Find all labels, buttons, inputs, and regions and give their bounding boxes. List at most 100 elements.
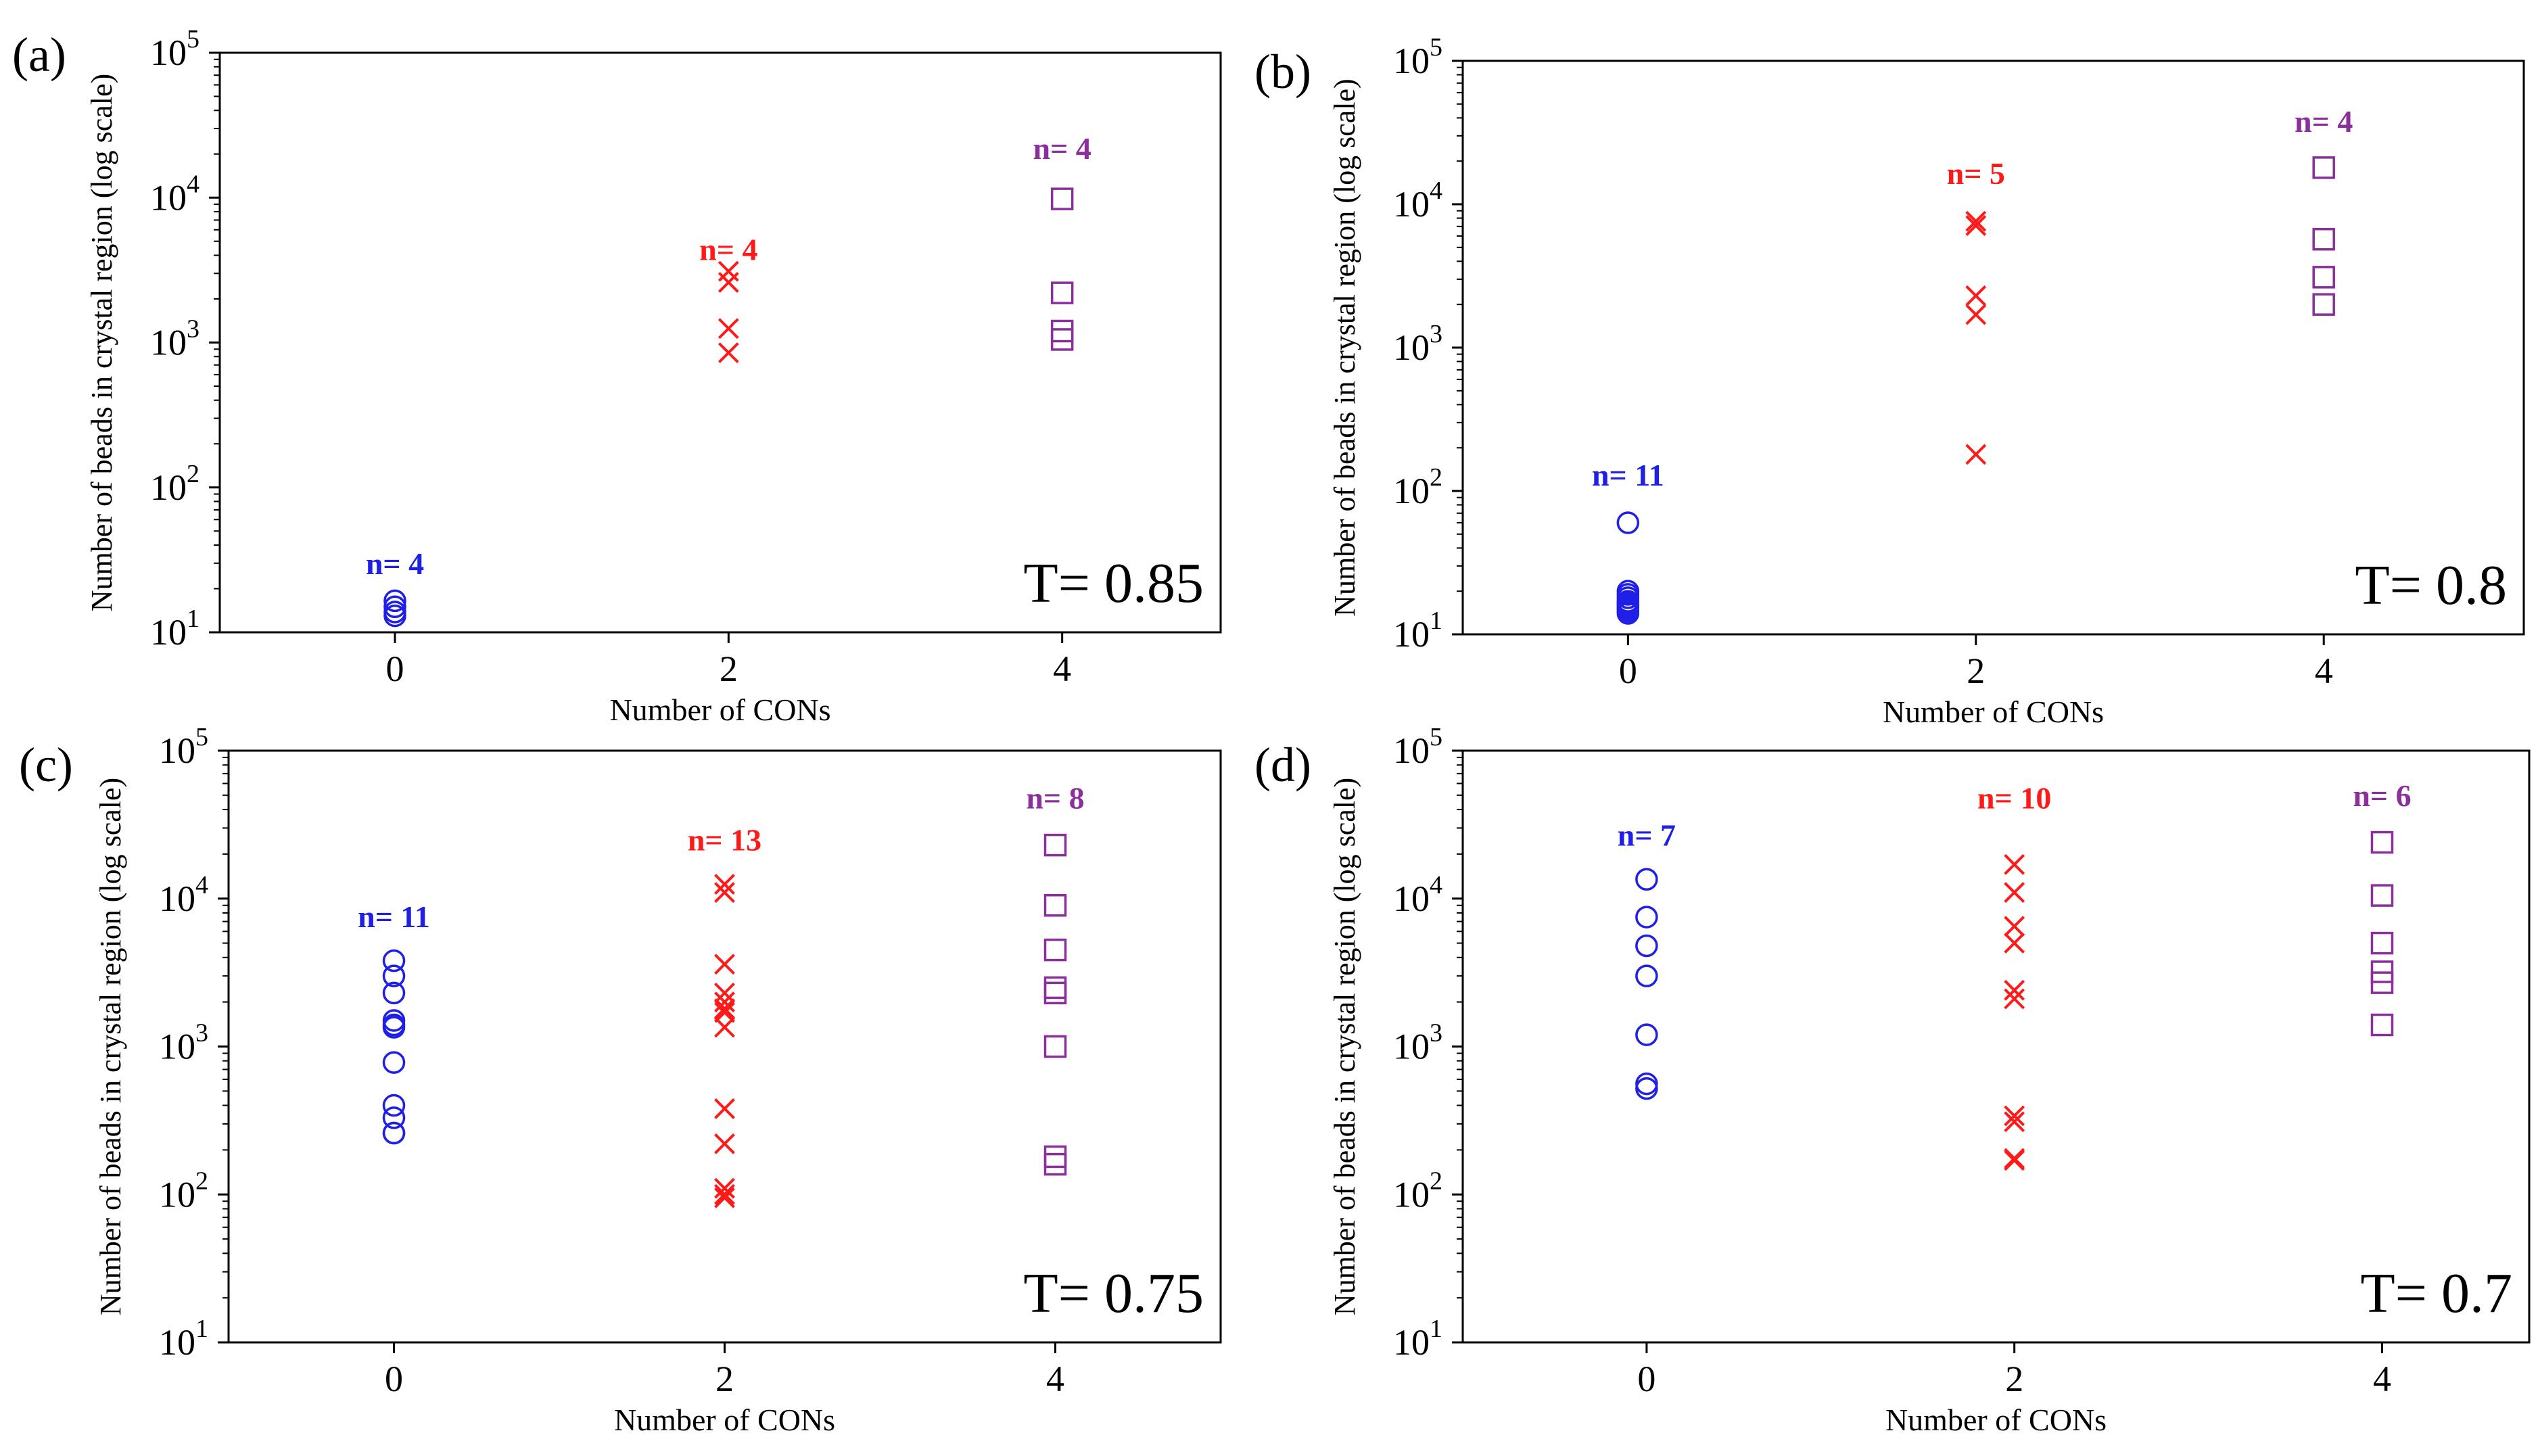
data-point-x-stroke (714, 1098, 735, 1119)
data-point-x-stroke (2004, 979, 2025, 1001)
data-point-circle (382, 964, 406, 987)
y-tick-label: 103 (159, 1019, 208, 1067)
data-point-square (2370, 931, 2394, 955)
data-point-x (2004, 882, 2025, 903)
data-point-square (1043, 894, 1067, 917)
y-tick-label: 101 (1393, 607, 1442, 655)
y-tick-label: 101 (150, 605, 199, 653)
x-tick-label: 0 (386, 649, 404, 689)
x-tick-label: 0 (1619, 651, 1637, 691)
data-point-x-stroke (718, 318, 739, 339)
panel-b: (b) 101 102 103 104 105 0 2 4 Number of CONs Numbe… (1254, 33, 2525, 729)
data-point-x (2004, 853, 2025, 875)
data-point-x (718, 318, 739, 339)
y-tick-label: 101 (1393, 1315, 1442, 1363)
data-point-x (714, 998, 735, 1020)
data-point-square (2312, 156, 2335, 179)
y-tick-label: 103 (1393, 1019, 1442, 1067)
data-point-square (1050, 281, 1074, 304)
panel-c: (c) 101 102 103 104 105 0 2 4 Number of CONs Numbe… (19, 723, 1222, 1437)
y-tick-label: 105 (159, 723, 208, 771)
data-point-circle (383, 604, 406, 628)
y-tick-label: 105 (1393, 33, 1442, 81)
y-tick-label: 102 (150, 460, 199, 508)
y-axis-label: Number of beads in crystal region (log s… (85, 74, 118, 611)
data-point-x (1965, 304, 1987, 325)
data-point-x-stroke (2004, 916, 2025, 937)
x-tick-label: 2 (2005, 1359, 2023, 1399)
data-point-circle (383, 595, 406, 619)
data-point-x-stroke (714, 982, 735, 1004)
data-point-square (1043, 981, 1067, 1005)
x-tick-label: 4 (1046, 1359, 1064, 1399)
y-tick-label: 105 (150, 25, 199, 73)
temperature-annotation: T= 0.75 (1023, 1262, 1204, 1325)
data-point-square (1043, 938, 1067, 962)
data-point-circle (382, 981, 406, 1005)
y-tick-label: 104 (150, 170, 199, 218)
temperature-annotation: T= 0.85 (1023, 552, 1204, 615)
data-point-x (2004, 1150, 2025, 1171)
data-point-square (2370, 971, 2394, 994)
data-point-x (714, 1133, 735, 1154)
panel-label: (b) (1254, 45, 1311, 99)
data-point-x (714, 1187, 735, 1208)
panel-d: (d) 101 102 103 104 105 0 2 4 Number of CONs Numbe… (1254, 723, 2531, 1437)
data-point-x-stroke (2004, 988, 2025, 1010)
x-tick-label: 4 (2373, 1359, 2391, 1399)
temperature-annotation: T= 0.7 (2360, 1262, 2512, 1325)
x-axis-label: Number of CONs (1885, 1403, 2107, 1437)
data-point-circle (1616, 511, 1640, 534)
data-point-x-stroke (718, 342, 739, 364)
y-axis-label: Number of beads in crystal region (log s… (1328, 78, 1361, 616)
data-point-x (714, 1183, 735, 1205)
data-point-circle (1635, 1072, 1658, 1096)
count-label: n= 4 (699, 233, 757, 267)
data-point-square (1050, 328, 1074, 351)
data-point-x (714, 1098, 735, 1119)
y-tick-label: 103 (150, 315, 199, 363)
data-point-x (714, 954, 735, 975)
y-tick-label: 102 (159, 1167, 208, 1215)
data-point-square (1050, 187, 1074, 210)
data-point-circle (1635, 1077, 1658, 1100)
data-point-x-stroke (2004, 1111, 2025, 1133)
x-axis-label: Number of CONs (614, 1403, 835, 1437)
data-point-x-stroke (714, 874, 735, 895)
y-tick-label: 103 (1393, 320, 1442, 368)
x-tick-label: 2 (1967, 651, 1985, 691)
data-point-x-stroke (2004, 882, 2025, 903)
panel-label: (a) (12, 28, 66, 82)
data-point-circle (1635, 964, 1658, 987)
data-point-x (2004, 1111, 2025, 1133)
count-label: n= 5 (1947, 156, 2005, 191)
count-label: n= 6 (2353, 778, 2411, 813)
data-point-x (2004, 979, 2025, 1001)
data-point-x (2004, 916, 2025, 937)
x-tick-label: 4 (1053, 649, 1071, 689)
data-point-square (1043, 1145, 1067, 1169)
data-point-x-stroke (1965, 304, 1987, 325)
temperature-annotation: T= 0.8 (2355, 554, 2507, 617)
data-point-circle (1635, 906, 1658, 929)
data-point-x-stroke (714, 1183, 735, 1205)
data-point-square (1043, 833, 1067, 857)
panel-label: (c) (19, 738, 73, 792)
data-point-x-stroke (2004, 933, 2025, 954)
data-point-x (1965, 215, 1987, 236)
data-point-x (2004, 933, 2025, 954)
count-label: n= 4 (1033, 131, 1091, 166)
data-point-circle (1635, 934, 1658, 958)
data-point-circle (383, 589, 406, 613)
count-label: n= 7 (1618, 818, 1676, 852)
data-point-x (714, 1016, 735, 1038)
data-point-x-stroke (714, 1133, 735, 1154)
data-point-square (2370, 884, 2394, 907)
panel-a: (a) 101 102 103 104 105 0 2 4 Number of CONs Numbe… (12, 25, 1222, 727)
x-tick-label: 4 (2315, 651, 2333, 691)
data-point-x (2004, 1105, 2025, 1127)
data-point-x-stroke (2004, 1105, 2025, 1127)
x-tick-label: 2 (715, 1359, 734, 1399)
data-point-x-stroke (714, 954, 735, 975)
